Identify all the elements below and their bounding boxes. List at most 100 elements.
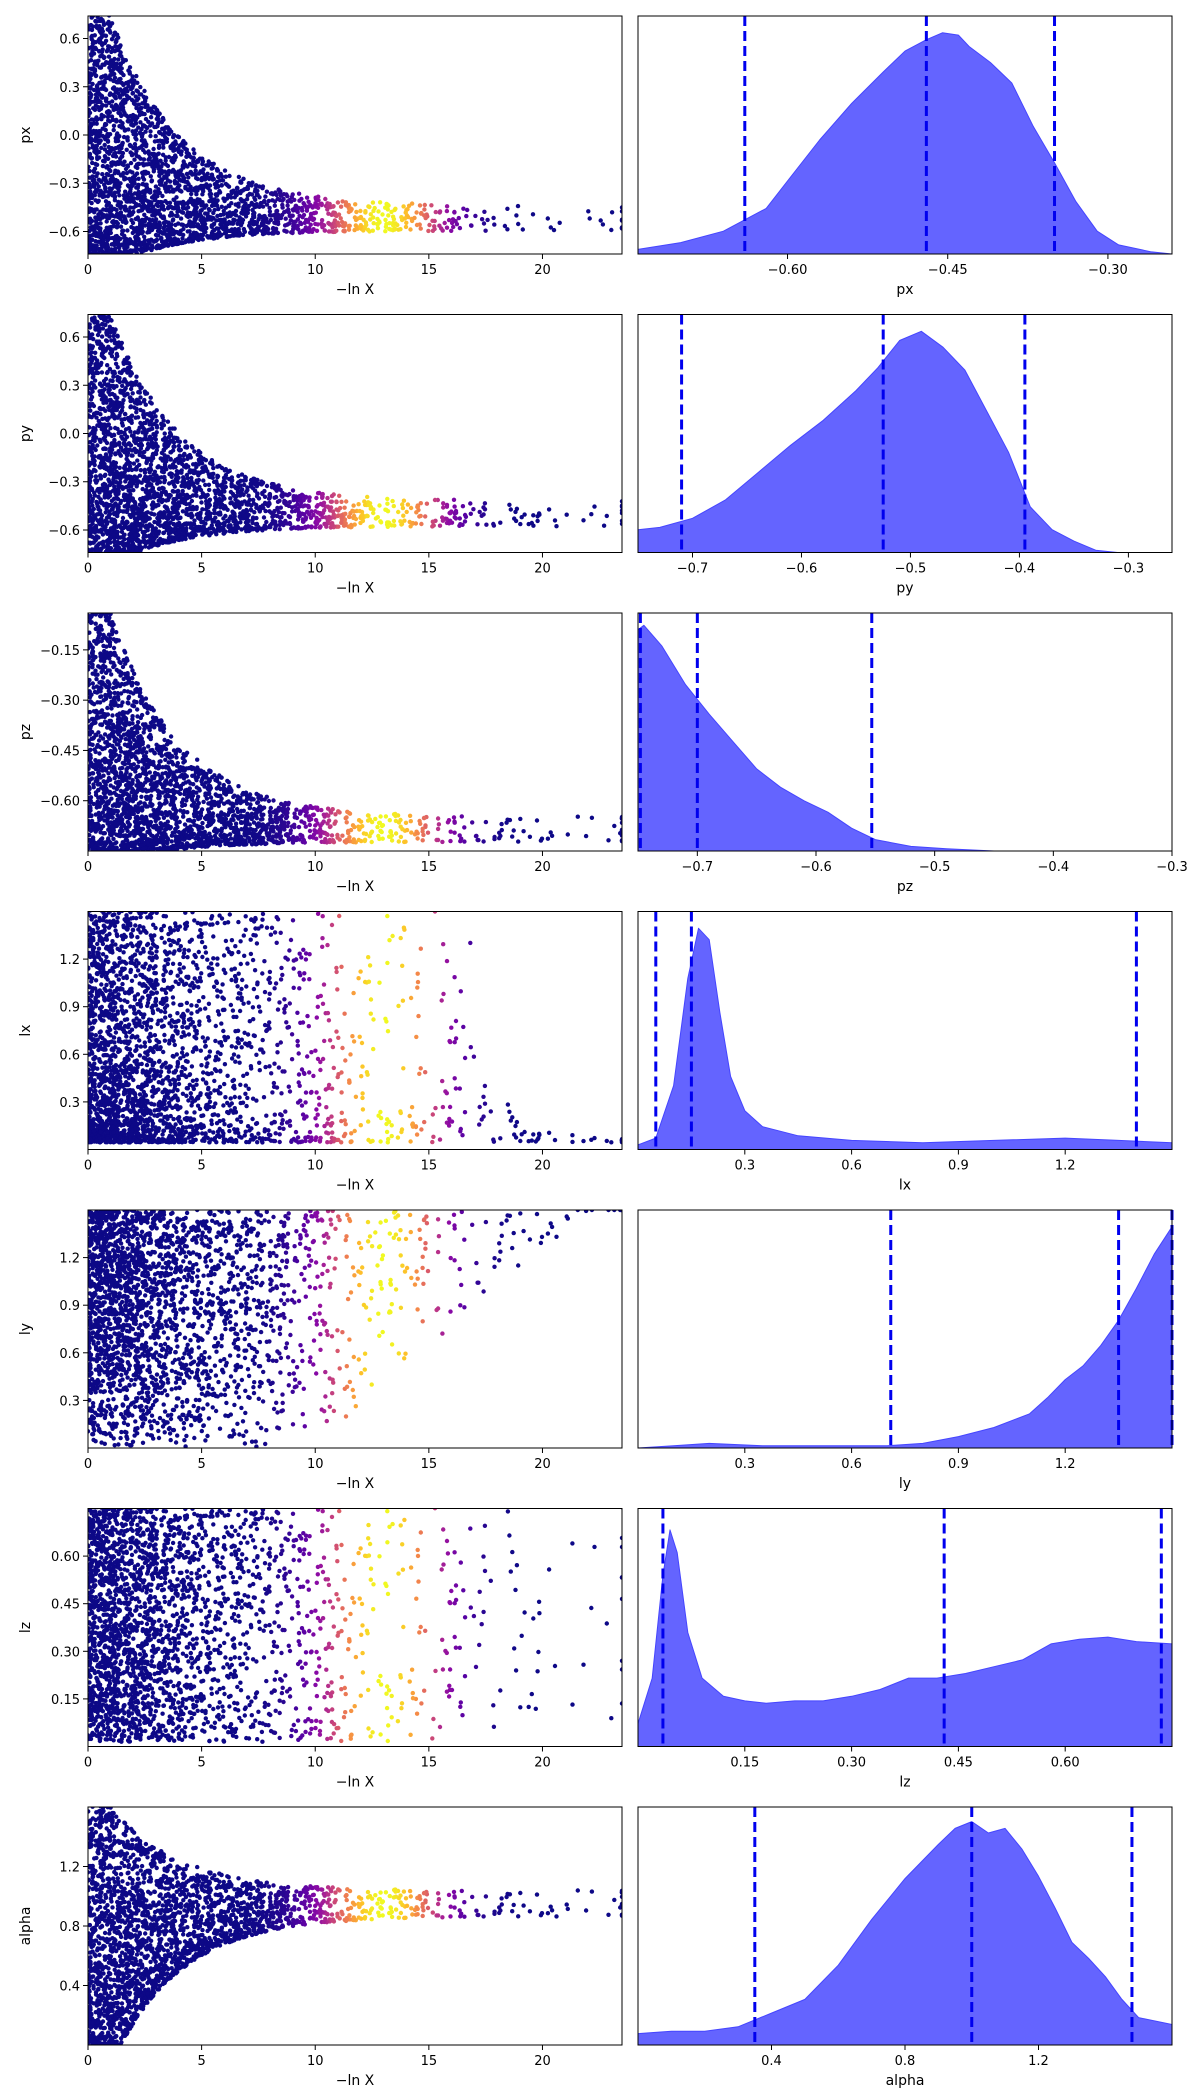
trace-point — [392, 227, 397, 232]
trace-point — [336, 524, 341, 529]
trace-point — [142, 138, 147, 143]
trace-point — [88, 241, 93, 247]
trace-point — [127, 464, 133, 469]
trace-point — [105, 75, 110, 81]
trace-point — [222, 496, 227, 501]
trace-point — [215, 184, 221, 189]
trace-point — [99, 104, 105, 109]
trace-point — [88, 251, 93, 254]
trace-point — [319, 202, 324, 208]
trace-point — [128, 494, 133, 499]
trace-point — [262, 213, 267, 219]
trace-point — [176, 172, 181, 178]
trace-point — [437, 523, 443, 528]
trace-point — [444, 516, 449, 522]
trace-point — [427, 222, 432, 228]
trace-point — [101, 436, 106, 441]
trace-point — [91, 182, 96, 187]
trace-point — [162, 229, 167, 234]
trace-point — [305, 219, 311, 224]
trace-point — [150, 209, 156, 214]
trace-point — [97, 305, 101, 309]
trace-point — [291, 221, 296, 226]
trace-point — [102, 524, 108, 529]
trace-point — [86, 296, 90, 300]
trace-point — [269, 485, 275, 490]
trace-point — [99, 53, 105, 58]
trace-point — [371, 510, 376, 516]
trace-point — [287, 197, 292, 203]
trace-point — [96, 199, 101, 204]
trace-point — [108, 189, 114, 195]
trace-point — [134, 465, 139, 470]
trace-point — [334, 499, 339, 504]
trace-point — [211, 176, 216, 182]
trace-point — [259, 221, 265, 226]
trace-point — [129, 240, 134, 245]
trace-point — [380, 212, 385, 217]
trace-point — [109, 468, 114, 473]
trace-point — [153, 196, 158, 201]
trace-point — [181, 144, 186, 150]
trace-point — [316, 194, 321, 199]
trace-point — [171, 157, 176, 162]
trace-point — [273, 494, 279, 500]
trace-point — [108, 58, 114, 63]
trace-point — [107, 404, 112, 409]
trace-point — [492, 222, 497, 227]
trace-point — [153, 154, 158, 159]
trace-point — [287, 500, 292, 505]
trace-point — [101, 300, 105, 304]
trace-point — [123, 218, 128, 224]
trace-point — [193, 201, 198, 207]
trace-point — [326, 220, 331, 226]
trace-point — [93, 215, 98, 220]
trace-point — [92, 438, 97, 444]
trace-point — [108, 450, 114, 456]
trace-point — [221, 475, 227, 480]
trace-point — [140, 101, 145, 106]
trace-point — [232, 227, 238, 232]
trace-point — [291, 208, 296, 213]
trace-point — [91, 10, 95, 14]
trace-point — [160, 414, 165, 419]
trace-point — [130, 74, 135, 79]
trace-point — [460, 504, 466, 509]
trace-point — [277, 527, 282, 532]
trace-point — [96, 535, 101, 540]
trace-point — [88, 497, 91, 502]
trace-point — [295, 507, 300, 512]
trace-point — [388, 227, 394, 232]
trace-point — [201, 229, 207, 234]
trace-point — [188, 196, 194, 201]
trace-point — [385, 496, 390, 502]
trace-point — [152, 238, 157, 244]
trace-point — [257, 195, 262, 200]
trace-point — [264, 483, 270, 489]
trace-point — [95, 488, 100, 493]
trace-point — [409, 201, 415, 206]
trace-point — [491, 215, 496, 221]
trace-point — [112, 49, 118, 54]
trace-point — [155, 228, 161, 234]
trace-point — [375, 226, 381, 231]
trace-point — [102, 544, 107, 549]
trace-point — [251, 211, 256, 217]
trace-point — [91, 249, 97, 254]
trace-point — [136, 125, 141, 130]
trace-point — [151, 542, 156, 547]
trace-point — [353, 217, 359, 223]
trace-point — [256, 496, 262, 501]
trace-point — [519, 515, 524, 520]
trace-point — [135, 415, 141, 420]
trace-point — [227, 203, 232, 209]
trace-point — [100, 321, 105, 327]
trace-point — [180, 236, 185, 241]
trace-point — [157, 130, 163, 136]
trace-point — [200, 223, 205, 229]
trace-point — [90, 358, 95, 363]
trace-point — [142, 212, 147, 217]
trace-point — [98, 295, 102, 299]
trace-point — [137, 382, 142, 387]
trace-point — [536, 511, 542, 516]
